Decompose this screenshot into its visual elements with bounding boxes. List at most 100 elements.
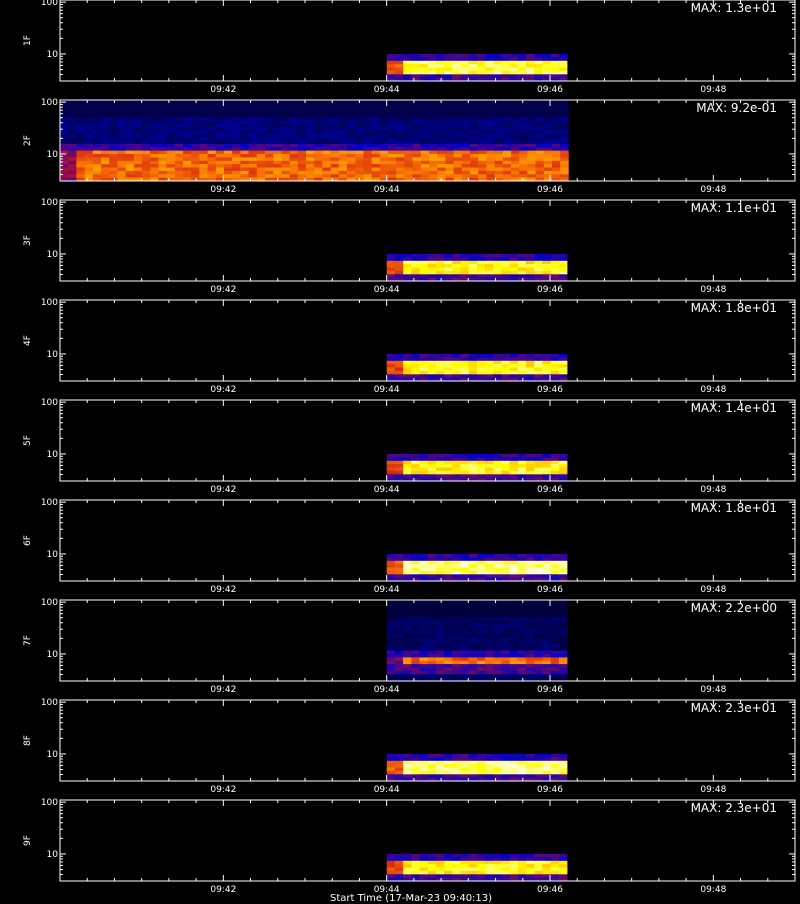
- heatmap-cell: [419, 570, 428, 575]
- heatmap-cell: [117, 137, 126, 141]
- heatmap-cell: [485, 654, 494, 658]
- heatmap-cell: [92, 106, 102, 111]
- heatmap-cell: [403, 774, 412, 778]
- heatmap-cell: [501, 574, 510, 578]
- heatmap-cell: [509, 267, 519, 272]
- heatmap-cell: [461, 103, 471, 108]
- heatmap-cell: [509, 777, 519, 782]
- heatmap-cell: [273, 164, 282, 168]
- heatmap-cell: [166, 170, 176, 175]
- heatmap-cell: [92, 147, 102, 151]
- heatmap-cell: [419, 630, 428, 635]
- heatmap-cell: [501, 637, 510, 641]
- heatmap-cell: [452, 877, 461, 882]
- heatmap-cell: [501, 674, 510, 678]
- heatmap-cell: [543, 177, 553, 182]
- heatmap-cell: [224, 103, 233, 108]
- heatmap-cell: [493, 460, 502, 465]
- heatmap-cell: [509, 277, 519, 282]
- x-tick-label: 09:44: [374, 685, 400, 695]
- heatmap-cell: [453, 106, 463, 111]
- heatmap-cell: [468, 874, 478, 878]
- heatmap-cell: [494, 170, 504, 175]
- heatmap-cell: [460, 857, 469, 862]
- heatmap-cell: [542, 623, 551, 628]
- heatmap-cell: [403, 760, 412, 765]
- heatmap-cell: [215, 177, 225, 182]
- heatmap-cell: [394, 643, 404, 648]
- heatmap-cell: [240, 164, 249, 168]
- heatmap-cell: [419, 637, 428, 641]
- heatmap-cell: [133, 103, 143, 108]
- heatmap-cell: [558, 864, 568, 868]
- heatmap-cell: [435, 474, 445, 478]
- y-tick-label: 10: [47, 550, 59, 560]
- heatmap-cell: [444, 377, 453, 382]
- heatmap-cell: [411, 67, 420, 72]
- heatmap-cell: [501, 474, 510, 478]
- heatmap-cell: [60, 120, 69, 124]
- heatmap-cell: [379, 106, 389, 111]
- heatmap-cell: [215, 160, 225, 165]
- heatmap-cell: [427, 660, 437, 665]
- heatmap-cell: [519, 106, 528, 111]
- heatmap-cell: [460, 57, 469, 62]
- heatmap-cell: [476, 647, 486, 651]
- heatmap-cell: [394, 854, 404, 858]
- y-tick-label: 100: [41, 98, 58, 108]
- heatmap-cell: [248, 120, 258, 124]
- heatmap-cell: [248, 133, 258, 138]
- heatmap-cell: [429, 154, 438, 158]
- heatmap-cell: [419, 857, 428, 862]
- heatmap-cell: [207, 150, 217, 155]
- heatmap-cell: [461, 113, 471, 118]
- heatmap-cell: [386, 627, 396, 631]
- heatmap-cell: [403, 557, 412, 562]
- heatmap-cell: [363, 174, 372, 178]
- heatmap-cell: [256, 113, 266, 118]
- heatmap-cell: [419, 613, 428, 618]
- heatmap-cell: [486, 113, 495, 118]
- heatmap-cell: [526, 364, 535, 368]
- heatmap-cell: [550, 374, 560, 378]
- heatmap-cell: [338, 177, 348, 182]
- heatmap-cell: [224, 170, 233, 175]
- heatmap-cell: [338, 164, 348, 168]
- heatmap-cell: [68, 127, 77, 131]
- heatmap-cell: [394, 774, 404, 778]
- heatmap-cell: [248, 147, 258, 151]
- heatmap-cell: [502, 174, 512, 178]
- heatmap-cell: [394, 274, 404, 278]
- heatmap-cell: [542, 757, 551, 762]
- heatmap-cell: [256, 164, 266, 168]
- heatmap-cell: [435, 374, 445, 378]
- heatmap-cell: [109, 123, 118, 128]
- heatmap-cell: [542, 606, 551, 611]
- heatmap-cell: [411, 474, 420, 478]
- heatmap-cell: [84, 167, 94, 172]
- heatmap-cell: [215, 157, 225, 162]
- heatmap-cell: [485, 613, 494, 618]
- heatmap-cell: [133, 167, 143, 172]
- heatmap-cell: [461, 123, 471, 128]
- heatmap-cell: [501, 367, 510, 372]
- x-tick-label: 09:44: [374, 485, 400, 495]
- heatmap-cell: [558, 554, 568, 558]
- heatmap-cell: [60, 123, 69, 128]
- heatmap-cell: [306, 130, 315, 135]
- heatmap-cell: [501, 606, 510, 611]
- heatmap-cell: [388, 143, 397, 148]
- heatmap-cell: [427, 464, 437, 468]
- heatmap-cell: [470, 123, 479, 128]
- heatmap-cell: [534, 64, 543, 68]
- heatmap-cell: [363, 100, 372, 104]
- heatmap-cell: [509, 454, 519, 458]
- heatmap-cell: [485, 670, 494, 675]
- heatmap-cell: [468, 274, 478, 278]
- heatmap-cell: [427, 774, 437, 778]
- heatmap-cell: [142, 133, 151, 138]
- heatmap-cell: [427, 613, 437, 618]
- heatmap-cell: [411, 770, 420, 775]
- heatmap-cell: [394, 357, 404, 362]
- heatmap-cell: [452, 764, 461, 768]
